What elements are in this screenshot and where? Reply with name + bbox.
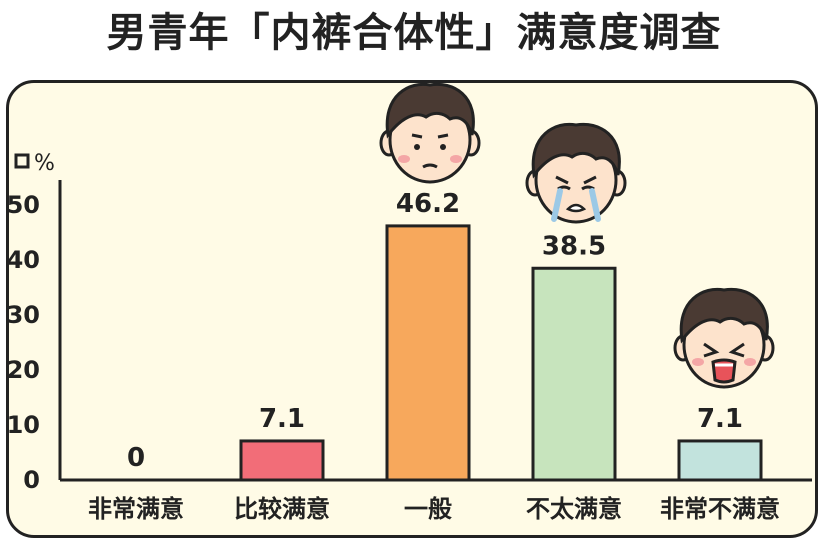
value-label: 0 [127,443,145,473]
y-tick-label: 20 [7,356,40,384]
y-tick-label: 10 [7,411,40,439]
y-tick-label: 0 [23,466,40,494]
y-unit-label: % [34,151,55,176]
face-angry-icon [673,287,775,389]
y-tick-label: 30 [7,301,40,329]
category-label: 一般 [404,495,452,523]
bar [385,224,471,482]
value-label: 7.1 [259,404,305,434]
unit-square-icon [14,153,30,169]
chart-title: 男青年「内裤合体性」满意度调查 [106,10,722,56]
category-label: 非常满意 [88,495,184,523]
value-label: 38.5 [542,231,606,261]
bar [677,439,763,482]
bar [239,439,325,482]
category-label: 比较满意 [234,495,330,523]
y-tick-label: 50 [7,191,40,219]
category-label: 非常不满意 [660,495,780,523]
face-crying-icon [525,122,627,224]
category-label: 不太满意 [526,495,622,523]
bar [531,266,617,482]
y-tick-label: 40 [7,246,40,274]
value-label: 7.1 [697,404,743,434]
value-label: 46.2 [396,189,460,219]
face-neutral-icon [379,82,481,184]
